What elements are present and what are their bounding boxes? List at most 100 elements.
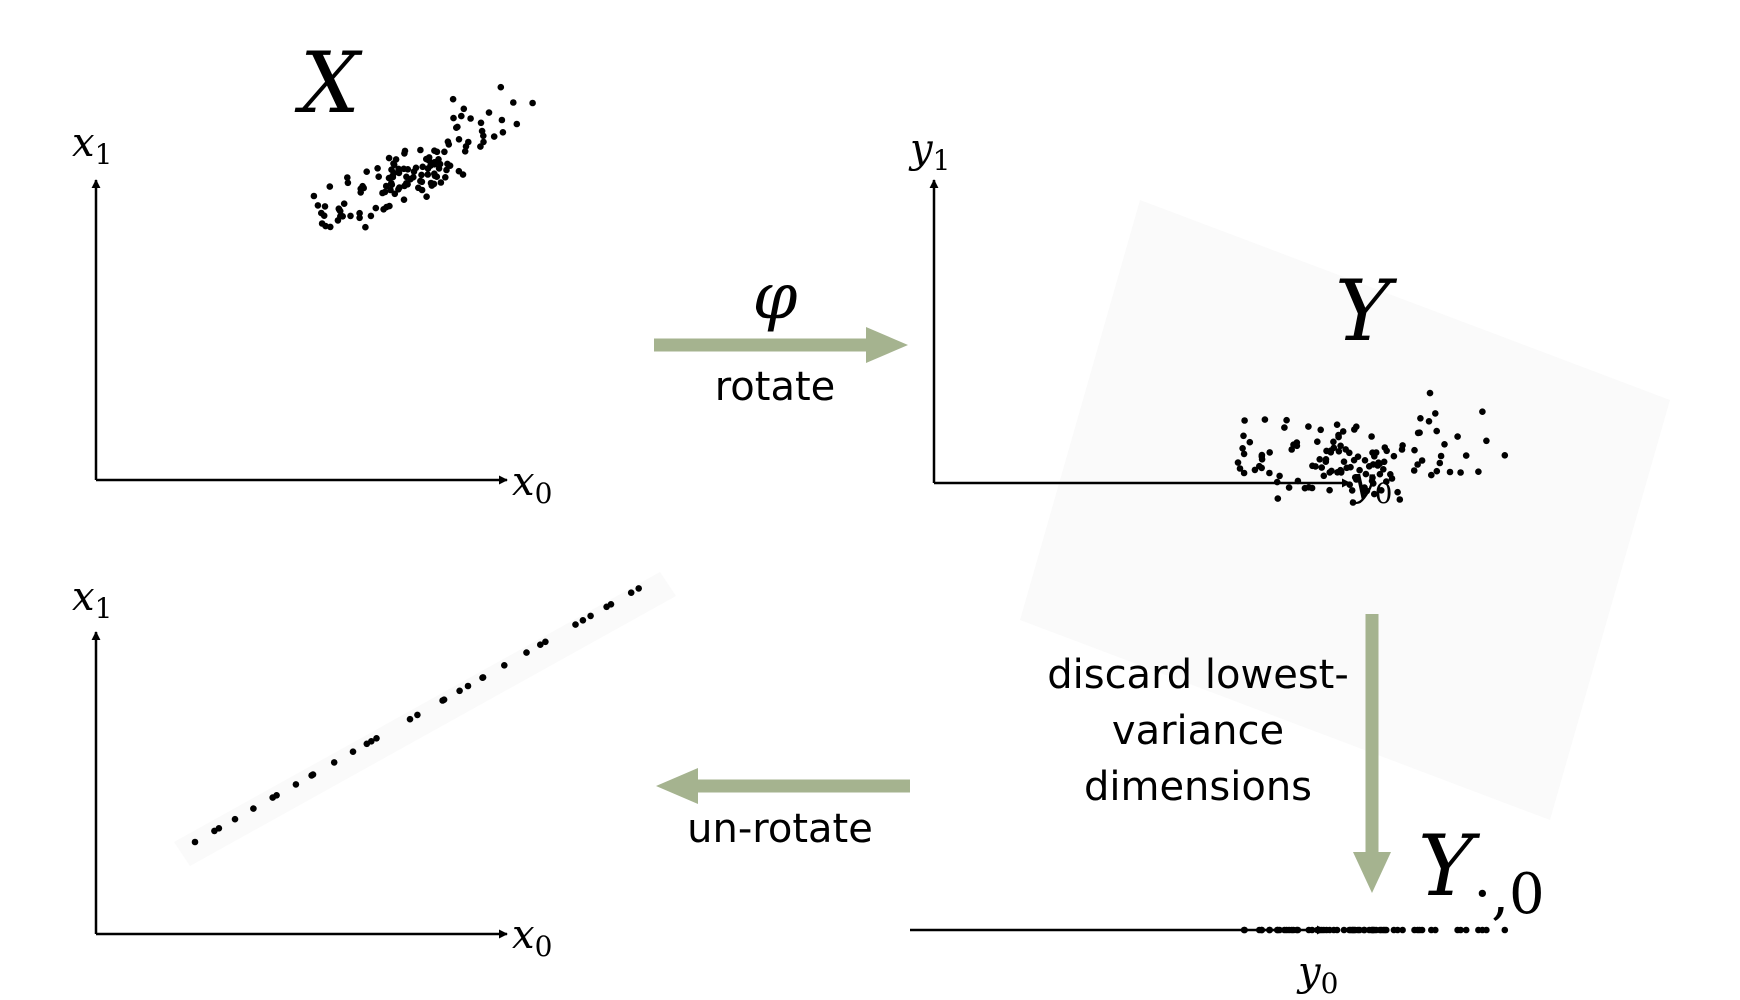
data-point xyxy=(344,174,351,181)
data-point xyxy=(1314,438,1321,446)
data-point xyxy=(480,138,487,146)
data-point xyxy=(424,171,432,178)
data-point xyxy=(499,129,507,136)
data-point xyxy=(231,815,239,823)
data-point xyxy=(431,161,438,168)
data-point xyxy=(1266,926,1273,934)
data-point xyxy=(417,177,424,185)
data-point xyxy=(403,173,410,181)
data-point xyxy=(1376,470,1384,478)
data-point xyxy=(396,184,403,191)
rotate-label: rotate xyxy=(715,364,836,410)
data-point xyxy=(1441,441,1448,448)
data-point xyxy=(388,179,395,187)
data-point xyxy=(1462,452,1470,459)
data-point xyxy=(1240,450,1248,458)
data-point xyxy=(1330,926,1338,934)
data-point xyxy=(1281,424,1288,431)
data-point xyxy=(485,109,493,116)
data-point xyxy=(449,95,457,103)
discard-label-line-3: dimensions xyxy=(1084,764,1312,810)
data-point xyxy=(1380,466,1387,473)
data-point xyxy=(477,143,484,150)
data-point xyxy=(1361,457,1369,464)
data-point xyxy=(428,182,436,189)
reconstructed-y-axis-label: x1 xyxy=(72,574,112,625)
data-point xyxy=(1340,926,1348,934)
data-point xyxy=(382,182,390,190)
data-point xyxy=(1323,447,1330,455)
data-point xyxy=(395,165,402,173)
data-point xyxy=(464,682,472,690)
data-point xyxy=(1326,486,1333,494)
panel-rotated: Y y0 y1 xyxy=(908,126,1509,510)
data-point xyxy=(479,674,487,681)
data-point xyxy=(1258,453,1266,460)
reconstructed-x-axis-label: x0 xyxy=(512,912,552,963)
data-point xyxy=(1305,926,1313,934)
data-point xyxy=(385,174,393,182)
data-point xyxy=(375,173,383,180)
data-point xyxy=(1475,926,1482,934)
data-point xyxy=(1346,481,1353,489)
data-point xyxy=(1335,448,1343,455)
data-point xyxy=(1330,444,1338,452)
rotated-set-symbol: Y xyxy=(1335,262,1398,360)
data-point xyxy=(465,138,472,146)
rotation-symbol: φ xyxy=(753,260,798,334)
data-point xyxy=(1323,926,1330,934)
data-point xyxy=(1454,433,1461,440)
data-point xyxy=(1433,467,1441,475)
data-point xyxy=(1436,459,1444,467)
data-point xyxy=(1251,466,1259,474)
discard-arrow-head xyxy=(1353,852,1391,893)
rotated-y-axis-label: y1 xyxy=(908,126,950,177)
data-point xyxy=(1378,487,1385,494)
data-point xyxy=(1294,477,1302,485)
data-point xyxy=(385,154,393,162)
data-point xyxy=(347,212,354,220)
data-point xyxy=(1283,416,1290,424)
discard-label-line-1: discard lowest- xyxy=(1047,652,1349,698)
data-point xyxy=(367,212,375,220)
data-point xyxy=(425,157,433,164)
data-point xyxy=(1411,446,1418,454)
data-point xyxy=(1425,418,1433,425)
data-point xyxy=(191,838,199,846)
data-point xyxy=(635,585,642,592)
data-point xyxy=(339,213,347,220)
original-data-points xyxy=(310,83,536,231)
data-point xyxy=(1369,926,1376,934)
data-point xyxy=(372,204,380,212)
data-point xyxy=(537,641,544,648)
data-point xyxy=(1274,495,1282,502)
data-point xyxy=(292,781,300,788)
data-point xyxy=(349,748,357,755)
data-point xyxy=(1356,466,1363,474)
data-point xyxy=(460,105,468,113)
data-point xyxy=(1457,926,1464,934)
data-point xyxy=(523,649,530,656)
data-point xyxy=(439,697,446,704)
data-point xyxy=(1335,433,1342,441)
data-point xyxy=(1236,465,1244,472)
data-point xyxy=(1479,408,1486,416)
reconstructed-backdrop xyxy=(174,572,676,866)
data-point xyxy=(1501,452,1509,459)
data-point xyxy=(410,173,417,181)
data-point xyxy=(1390,926,1398,934)
data-point xyxy=(587,612,594,620)
data-point xyxy=(1258,464,1265,472)
reduced-set-symbol: Y·,0 xyxy=(1418,817,1545,927)
data-point xyxy=(1337,442,1344,450)
data-point xyxy=(1376,926,1384,934)
data-point xyxy=(417,146,424,154)
data-point xyxy=(1340,458,1348,466)
data-point xyxy=(1396,496,1404,503)
data-point xyxy=(431,170,438,177)
data-point xyxy=(1446,468,1454,476)
original-set-symbol: X xyxy=(294,34,363,132)
data-point xyxy=(356,209,363,217)
data-point xyxy=(1273,478,1281,486)
data-point xyxy=(344,179,352,187)
